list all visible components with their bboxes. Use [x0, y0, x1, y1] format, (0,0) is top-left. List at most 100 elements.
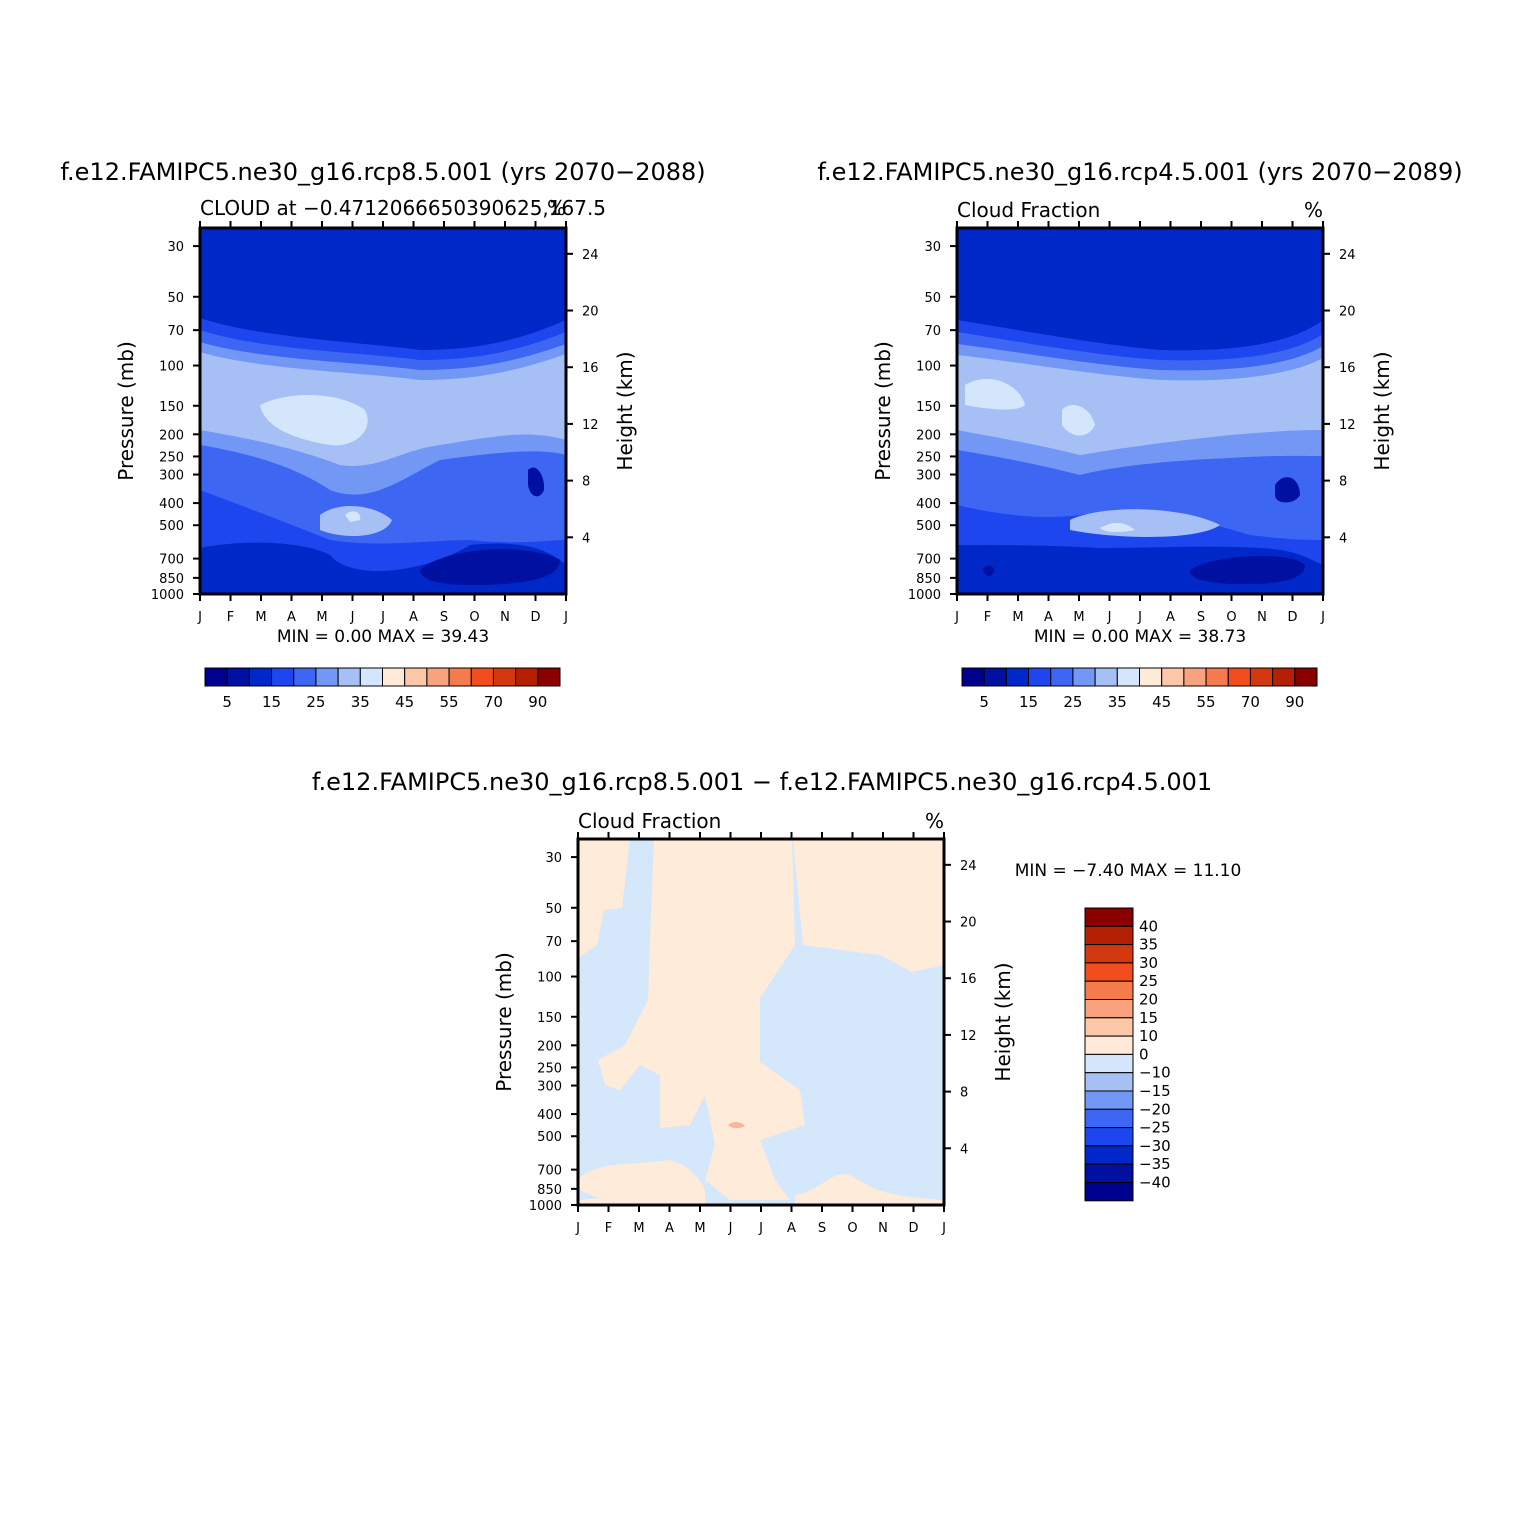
colorbar-swatch [537, 667, 561, 687]
y2-tick-label: 4 [582, 531, 590, 546]
y-tick-label: 850 [916, 572, 941, 587]
y-tick-label: 50 [545, 902, 562, 917]
colorbar-swatch [1205, 667, 1229, 687]
x-tick-label: D [1287, 610, 1297, 625]
colorbar-swatch [1084, 1127, 1134, 1147]
panel-rcp85-units: % [547, 196, 566, 220]
x-tick-label: M [1012, 610, 1023, 625]
colorbar-swatch [1161, 667, 1185, 687]
panel-rcp45-title: f.e12.FAMIPC5.ne30_g16.rcp4.5.001 (yrs 2… [817, 158, 1462, 186]
difference-region [578, 1190, 600, 1200]
colorbar-swatch [1084, 1053, 1134, 1074]
y-tick-label: 50 [167, 291, 184, 306]
colorbar-label: 25 [1139, 972, 1158, 990]
colorbar-label: 35 [1108, 693, 1127, 711]
contour-band [957, 586, 1323, 594]
colorbar-label: 0 [1139, 1045, 1149, 1063]
y2-tick-label: 12 [960, 1029, 977, 1044]
colorbar-swatch [382, 667, 406, 687]
y-tick-label: 150 [159, 400, 184, 415]
colorbar-swatch [1028, 667, 1052, 687]
x-tick-label: D [530, 610, 540, 625]
contour-band [200, 370, 566, 466]
colorbar-swatch [1084, 944, 1134, 964]
x-tick-label: M [633, 1221, 644, 1236]
x-tick-label: F [605, 1221, 612, 1236]
x-tick-label: J [350, 610, 355, 625]
colorbar-swatch [961, 667, 985, 687]
contour-band [200, 585, 566, 594]
x-tick-label: A [1166, 610, 1175, 625]
difference-region [598, 839, 805, 1200]
y-tick-label: 1000 [529, 1199, 562, 1214]
y-tick-label: 400 [916, 497, 941, 512]
x-tick-label: F [227, 610, 234, 625]
colorbar-swatch [1050, 667, 1074, 687]
x-tick-label: A [287, 610, 296, 625]
colorbar-swatch [1227, 667, 1251, 687]
y2-tick-label: 4 [960, 1142, 968, 1157]
contour-band [528, 467, 545, 497]
contour-band [965, 378, 1025, 410]
colorbar-swatch [315, 667, 339, 687]
difference-region [728, 1122, 745, 1129]
y-tick-label: 400 [537, 1108, 562, 1123]
colorbar-swatch [404, 667, 428, 687]
contour-band [420, 549, 560, 585]
y2-tick-label: 24 [1339, 248, 1356, 263]
colorbar-label: 30 [1139, 954, 1158, 972]
difference-region [795, 1174, 944, 1205]
x-tick-label: O [469, 610, 479, 625]
colorbar-label: −25 [1139, 1119, 1171, 1137]
panel-rcp85-contours [200, 228, 566, 594]
colorbar-label: 25 [306, 693, 325, 711]
y2-tick-label: 20 [960, 916, 977, 931]
panel-difference-axes: J F M A M J J A S O N D J 30 50 70 100 150 200 250 300 400 500… [529, 832, 977, 1236]
y2-tick-label: 24 [960, 859, 977, 874]
colorbar-swatch [1084, 1035, 1134, 1055]
colorbar-swatch [1294, 667, 1318, 687]
colorbar-swatch [515, 667, 539, 687]
y2-tick-label: 12 [1339, 418, 1356, 433]
y-tick-label: 400 [159, 497, 184, 512]
y-tick-label: 300 [159, 469, 184, 484]
x-tick-label: A [409, 610, 418, 625]
colorbar-swatch [1084, 1145, 1134, 1165]
panel-difference-subtitle: Cloud Fraction [578, 809, 721, 833]
colorbar-label: 20 [1139, 991, 1158, 1009]
colorbar-label: 15 [1139, 1009, 1158, 1027]
panel-rcp85-ylabel: Pressure (mb) [114, 341, 138, 481]
x-tick-label: J [575, 1221, 580, 1236]
contour-band [260, 394, 368, 446]
colorbar-swatch [1084, 999, 1134, 1019]
colorbar-swatch [1084, 1072, 1134, 1092]
contour-band [320, 505, 392, 536]
y-tick-label: 30 [924, 240, 941, 255]
y-tick-label: 700 [537, 1164, 562, 1179]
y-tick-label: 100 [916, 360, 941, 375]
panel-difference-stats: MIN = −7.40 MAX = 11.10 [1015, 861, 1242, 881]
panel-rcp45-ylabel: Pressure (mb) [871, 341, 895, 481]
y-tick-label: 250 [159, 450, 184, 465]
colorbar-label: −15 [1139, 1082, 1171, 1100]
y2-tick-label: 8 [582, 475, 590, 490]
colorbar-swatch [293, 667, 317, 687]
colorbar-label: 70 [1241, 693, 1260, 711]
y-tick-label: 100 [537, 971, 562, 986]
contour-band [983, 565, 994, 576]
y-tick-label: 150 [916, 400, 941, 415]
x-tick-label: J [941, 1221, 946, 1236]
y-tick-label: 30 [167, 240, 184, 255]
colorbar-swatch [1139, 667, 1163, 687]
contour-band [1062, 405, 1095, 436]
x-tick-label: A [1044, 610, 1053, 625]
panel-rcp45-subtitle: Cloud Fraction [957, 198, 1100, 222]
colorbar-swatch [1249, 667, 1274, 687]
colorbar-swatch [337, 667, 361, 687]
x-tick-label: J [197, 610, 202, 625]
x-tick-label: M [694, 1221, 705, 1236]
panel-difference: f.e12.FAMIPC5.ne30_g16.rcp8.5.001 − f.e1… [312, 768, 1241, 1236]
colorbar-swatch [1005, 667, 1030, 687]
y-tick-label: 50 [924, 291, 941, 306]
colorbar-swatch [1072, 667, 1096, 687]
